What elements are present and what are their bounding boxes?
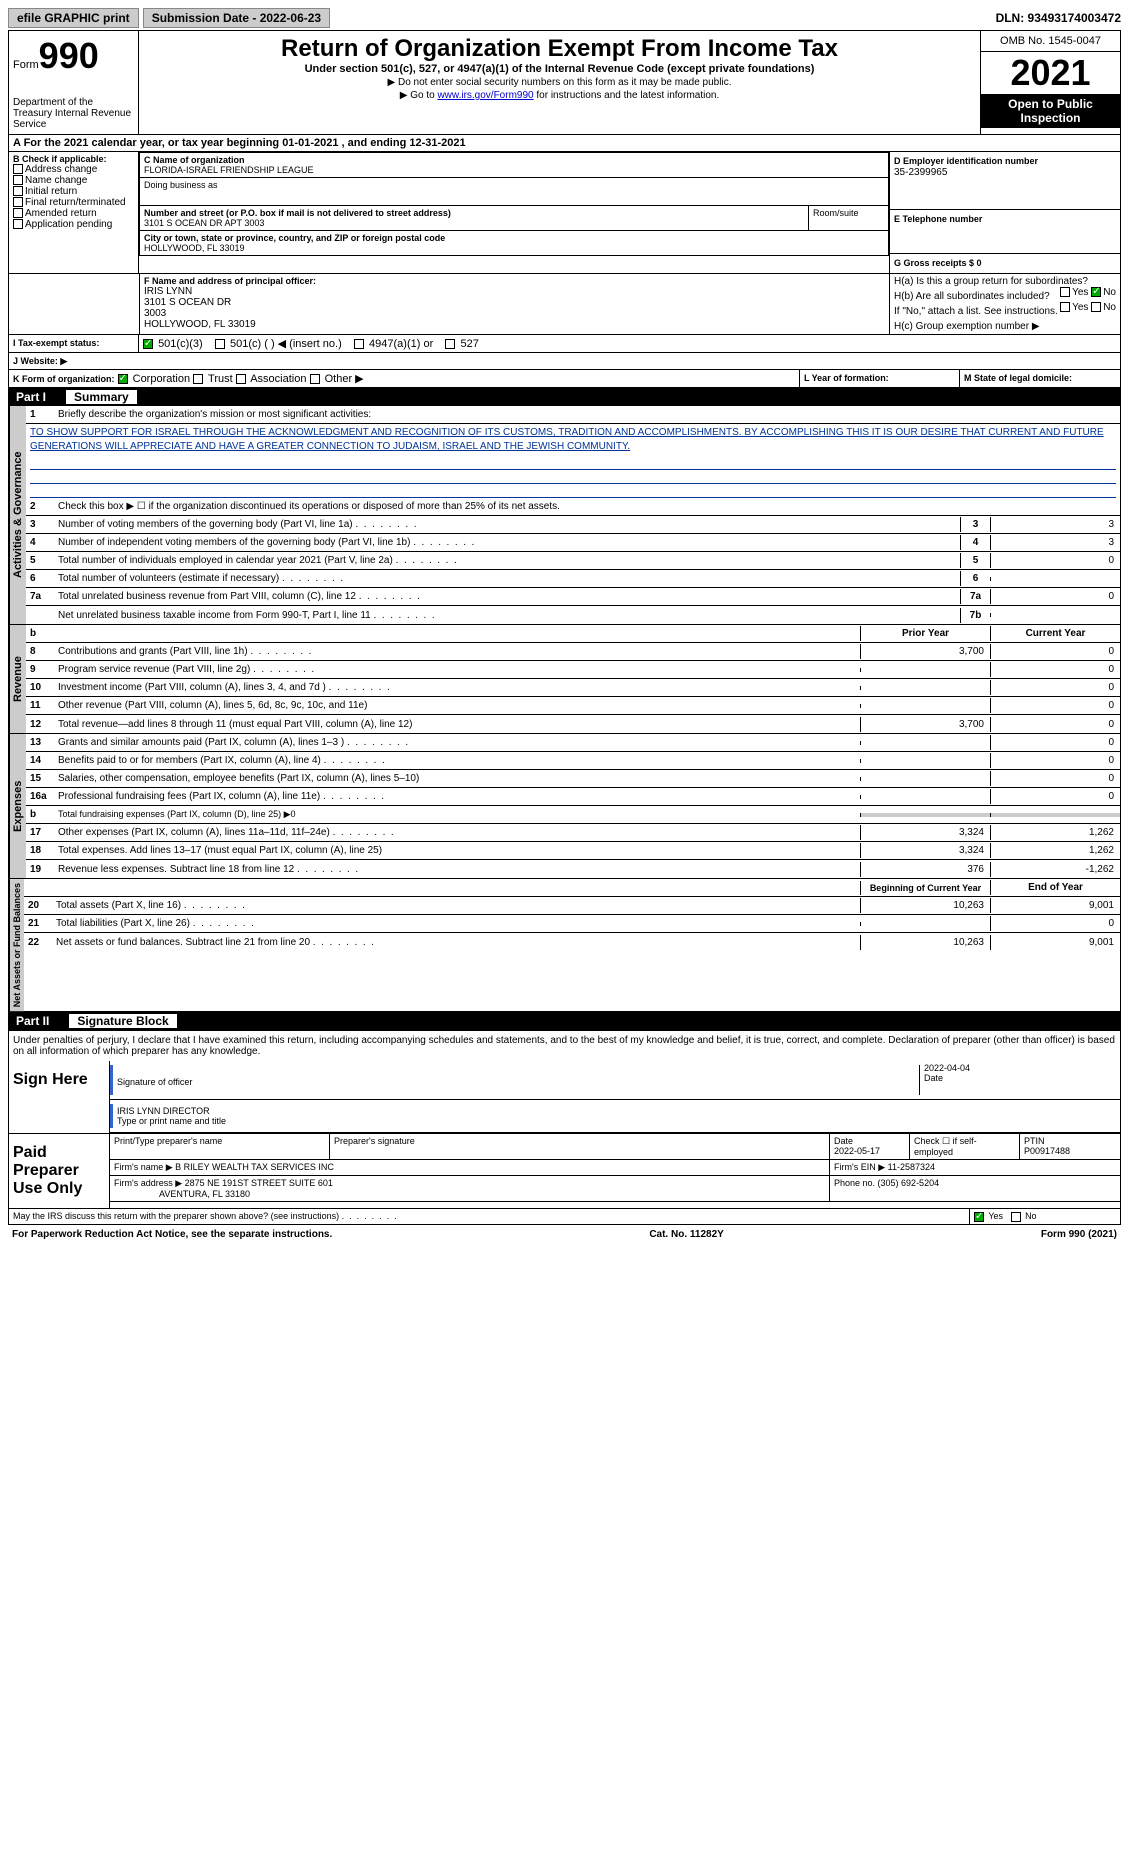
revenue-section: Revenue bPrior YearCurrent Year 8Contrib… [8,625,1121,734]
period-row: A For the 2021 calendar year, or tax yea… [8,135,1121,152]
topbar: efile GRAPHIC print Submission Date - 20… [8,8,1121,28]
dln-label: DLN: 93493174003472 [996,11,1121,25]
note-link: ▶ Go to www.irs.gov/Form990 for instruct… [143,90,976,101]
check-amended[interactable]: Amended return [13,208,134,219]
form-number: Form990 [13,35,134,77]
info-block: B Check if applicable: Address change Na… [8,152,1121,274]
form-title: Return of Organization Exempt From Incom… [143,35,976,63]
dept-label: Department of the Treasury Internal Reve… [13,97,134,130]
firm-ein: Firm's EIN ▶ 11-2587324 [830,1160,1120,1175]
city: HOLLYWOOD, FL 33019 [144,243,245,253]
officer-typed: IRIS LYNN DIRECTOR [117,1106,210,1116]
officer-name: IRIS LYNN [144,286,885,297]
governance-section: Activities & Governance 1Briefly describ… [8,406,1121,625]
website-row: J Website: ▶ [8,353,1121,370]
declaration: Under penalties of perjury, I declare th… [9,1031,1120,1061]
submission-button[interactable]: Submission Date - 2022-06-23 [143,8,330,28]
efile-button[interactable]: efile GRAPHIC print [8,8,139,28]
tax-status-row: I Tax-exempt status: 501(c)(3) 501(c) ( … [8,335,1121,353]
page-footer: For Paperwork Reduction Act Notice, see … [8,1225,1121,1244]
form-org-row: K Form of organization: Corporation Trus… [8,370,1121,388]
org-info-table: C Name of organizationFLORIDA-ISRAEL FRI… [139,152,889,256]
paid-preparer-label: Paid Preparer Use Only [9,1134,109,1208]
section-b-label: B Check if applicable: [13,154,134,164]
note-ssn: ▶ Do not enter social security numbers o… [143,77,976,88]
check-address[interactable]: Address change [13,164,134,175]
check-no[interactable] [1011,1212,1021,1222]
sign-here-label: Sign Here [9,1061,109,1133]
ha-question: H(a) Is this a group return for subordin… [894,276,1116,287]
check-yes[interactable] [974,1212,984,1222]
firm-name: Firm's name ▶ B RILEY WEALTH TAX SERVICE… [110,1160,830,1175]
public-inspection: Open to Public Inspection [981,94,1120,128]
ptin-value: P00917488 [1024,1146,1070,1156]
ein: 35-2399965 [894,167,947,178]
check-pending[interactable]: Application pending [13,219,134,230]
part2-header: Part IISignature Block [8,1012,1121,1030]
form-subtitle: Under section 501(c), 527, or 4947(a)(1)… [143,63,976,75]
street: 3101 S OCEAN DR APT 3003 [144,218,264,228]
firm-addr: Firm's address ▶ 2875 NE 191ST STREET SU… [114,1178,333,1188]
officer-block: F Name and address of principal officer:… [8,274,1121,335]
firm-phone: Phone no. (305) 692-5204 [830,1176,1120,1201]
expenses-section: Expenses 13Grants and similar amounts pa… [8,734,1121,879]
gross-receipts: G Gross receipts $ 0 [894,258,982,268]
tax-year: 2021 [981,52,1120,94]
check-501c3[interactable] [143,339,153,349]
omb-label: OMB No. 1545-0047 [981,31,1120,52]
check-final[interactable]: Final return/terminated [13,197,134,208]
netassets-section: Net Assets or Fund Balances Beginning of… [8,879,1121,1012]
irs-link[interactable]: www.irs.gov/Form990 [437,90,533,101]
check-name[interactable]: Name change [13,175,134,186]
signature-block: Under penalties of perjury, I declare th… [8,1030,1121,1225]
check-corp[interactable] [118,374,128,384]
part1-header: Part ISummary [8,388,1121,406]
check-initial[interactable]: Initial return [13,186,134,197]
org-name: FLORIDA-ISRAEL FRIENDSHIP LEAGUE [144,165,314,175]
form-header: Form990 Department of the Treasury Inter… [8,30,1121,135]
mission-text: TO SHOW SUPPORT FOR ISRAEL THROUGH THE A… [26,424,1120,456]
